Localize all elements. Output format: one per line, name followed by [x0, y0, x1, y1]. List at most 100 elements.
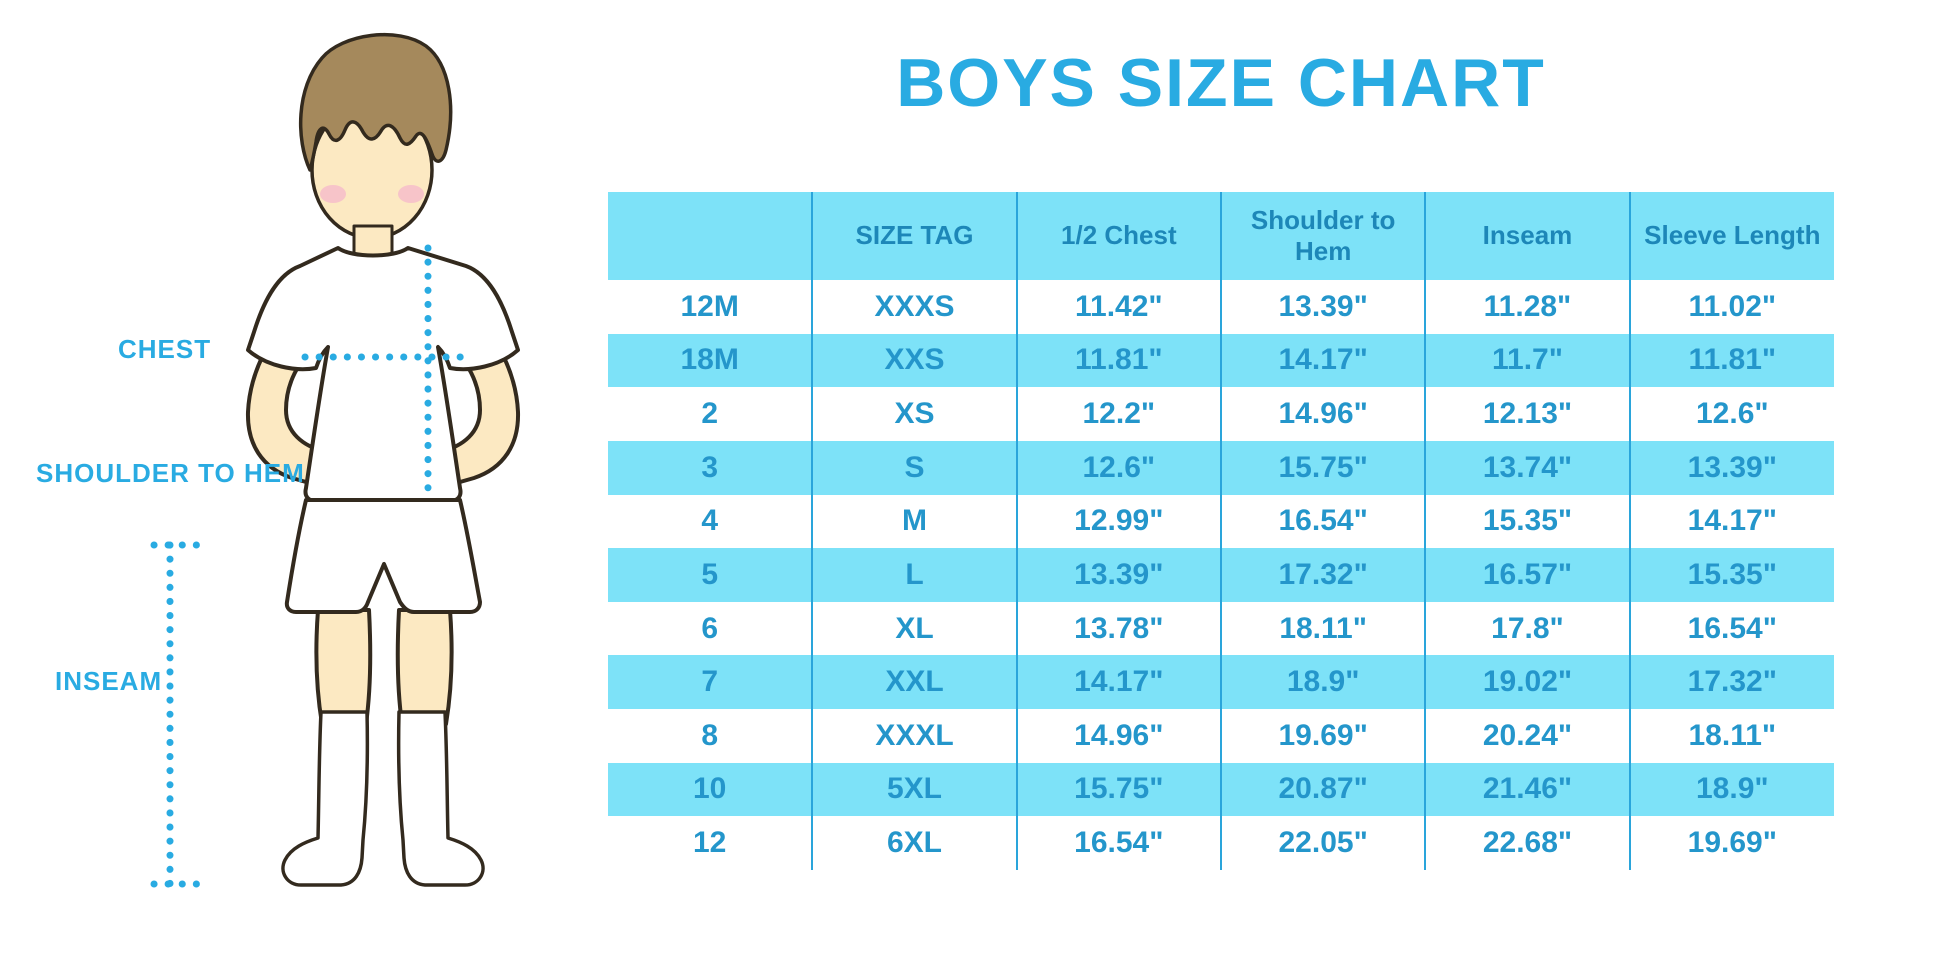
table-cell: 13.39"	[1628, 440, 1834, 495]
table-cell: 3	[608, 440, 813, 495]
boy-leg-left	[314, 608, 373, 726]
table-cell: 12	[692, 826, 727, 860]
table-cell: 8	[701, 718, 718, 752]
table-cell: 5	[608, 548, 813, 602]
table-cell: 15.35"	[1424, 494, 1630, 549]
size-table: SIZE TAG 1/2 Chest Shoulder to Hem Inseam Sl…	[608, 192, 1834, 870]
table-row: 6 XL 13.78" 18.11" 17.8" 16.54"	[608, 601, 1834, 656]
table-cell: 19.69"	[1628, 816, 1834, 870]
table-cell: 13.39"	[1015, 548, 1221, 602]
size-table-header-row: SIZE TAG 1/2 Chest Shoulder to Hem Inseam Sl…	[608, 192, 1834, 280]
table-cell: 18.9"	[1219, 655, 1426, 709]
table-row: 8 XXXL 14.96" 19.69" 20.24" 18.11"	[608, 709, 1834, 763]
size-table-header: SIZE TAG 1/2 Chest Shoulder to Hem Inseam Sl…	[608, 192, 1834, 280]
table-cell: 4	[701, 504, 718, 538]
size-table-body: 12M XXXS 11.42" 13.39" 11.28" 11.02" 18M XXS 11.…	[608, 280, 1834, 870]
table-cell: XL	[811, 601, 1017, 656]
table-cell: 22.05"	[1219, 816, 1426, 870]
column-header: Sleeve Length	[1628, 192, 1834, 280]
table-row: 18M XXS 11.81" 14.17" 11.7" 11.81"	[608, 333, 1834, 388]
table-cell: XXS	[811, 333, 1017, 388]
table-cell: 18.9"	[1628, 762, 1834, 817]
table-cell: 16.54"	[1628, 601, 1834, 656]
page-title: BOYS SIZE CHART	[896, 45, 1546, 121]
table-cell: 11.02"	[1628, 280, 1834, 334]
table-cell: 14.96"	[1219, 387, 1426, 441]
table-cell: 13.78"	[1015, 601, 1221, 656]
table-cell: 16.57"	[1424, 548, 1630, 602]
table-cell: 11.7"	[1424, 333, 1630, 388]
table-cell: 20.87"	[1219, 762, 1426, 817]
table-cell: S	[811, 440, 1017, 495]
table-row: 4 M 12.99" 16.54" 15.35" 14.17"	[608, 494, 1834, 549]
table-cell: 6	[701, 611, 718, 645]
table-cell: 16.54"	[1015, 816, 1221, 870]
table-cell: 21.46"	[1424, 762, 1630, 817]
table-cell: 13.74"	[1424, 440, 1630, 495]
table-cell: 14.17"	[1628, 494, 1834, 549]
table-cell: XXL	[811, 655, 1017, 709]
table-cell: 14.96"	[1015, 709, 1221, 763]
table-cell: 13.39"	[1219, 280, 1426, 334]
table-cell: 11.42"	[1015, 280, 1221, 334]
table-cell: 7	[608, 655, 813, 709]
column-header: Shoulder to Hem	[1219, 192, 1426, 280]
table-cell: 17.8"	[1424, 601, 1630, 656]
table-cell: 14.17"	[1015, 655, 1221, 709]
boy-sock-left	[281, 710, 370, 887]
table-cell: 15.75"	[1219, 440, 1426, 495]
table-cell: 10	[608, 762, 813, 817]
table-row: 12M XXXS 11.42" 13.39" 11.28" 11.02"	[608, 280, 1834, 334]
boy-shorts	[284, 498, 482, 614]
table-cell: 5XL	[811, 762, 1017, 817]
table-cell: 14.17"	[1219, 333, 1426, 388]
table-cell: 11.81"	[1015, 333, 1221, 388]
boy-sock-right	[396, 710, 485, 887]
table-row: 7 XXL 14.17" 18.9" 19.02" 17.32"	[608, 655, 1834, 709]
inseam-label: INSEAM	[55, 666, 163, 696]
table-cell: 2	[701, 397, 718, 431]
table-row: 5 L 13.39" 17.32" 16.57" 15.35"	[608, 548, 1834, 602]
chest-label: CHEST	[118, 334, 212, 364]
column-header: 1/2 Chest	[1015, 192, 1221, 280]
table-cell: 18M	[608, 333, 813, 388]
measurement-diagram: CHEST SHOULDER TO HEM INSEAM	[0, 0, 600, 973]
table-cell: 17.32"	[1628, 655, 1834, 709]
table-row: 3 S 12.6" 15.75" 13.74" 13.39"	[608, 440, 1834, 495]
boy-leg-right	[395, 608, 454, 726]
table-row: 10 5XL 15.75" 20.87" 21.46" 18.9"	[608, 762, 1834, 817]
table-cell: XXXL	[811, 709, 1017, 763]
table-row: 12 6XL 16.54" 22.05" 22.68" 19.69"	[608, 816, 1834, 870]
table-cell: XXXS	[811, 280, 1017, 334]
table-cell: 22.68"	[1424, 816, 1630, 870]
table-cell: 19.02"	[1424, 655, 1630, 709]
boy-illustration	[150, 32, 521, 888]
column-header	[608, 192, 813, 280]
table-cell: 12.6"	[1628, 387, 1834, 441]
table-cell: 12.13"	[1424, 387, 1630, 441]
table-cell: 11.81"	[1628, 333, 1834, 388]
table-cell: 12.6"	[1015, 440, 1221, 495]
column-header: SIZE TAG	[811, 192, 1017, 280]
table-cell: 11.28"	[1424, 280, 1630, 334]
shoulder-to-hem-label: SHOULDER TO HEM	[36, 458, 305, 488]
table-cell: 15.75"	[1015, 762, 1221, 817]
table-cell: L	[811, 548, 1017, 602]
table-cell: 18.11"	[1628, 709, 1834, 763]
boy-hair	[298, 32, 453, 172]
table-cell: 19.69"	[1219, 709, 1426, 763]
table-cell: 6XL	[811, 816, 1017, 870]
table-cell: 20.24"	[1424, 709, 1630, 763]
table-cell: 17.32"	[1219, 548, 1426, 602]
boy-cheek-right	[398, 185, 424, 203]
table-cell: 12M	[680, 289, 739, 323]
boy-tshirt	[246, 246, 520, 503]
table-cell: 18.11"	[1219, 601, 1426, 656]
table-row: 2 XS 12.2" 14.96" 12.13" 12.6"	[608, 387, 1834, 441]
table-cell: 15.35"	[1628, 548, 1834, 602]
table-cell: 16.54"	[1219, 494, 1426, 549]
table-cell: 12.99"	[1015, 494, 1221, 549]
column-header: Inseam	[1424, 192, 1630, 280]
table-cell: XS	[811, 387, 1017, 441]
boy-cheek-left	[320, 185, 346, 203]
